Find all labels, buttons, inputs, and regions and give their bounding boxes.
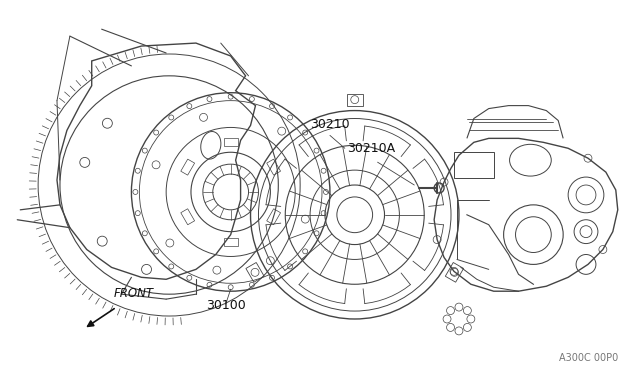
Text: 30210: 30210 [310,118,349,131]
Text: 30210A: 30210A [347,142,395,155]
Text: 30100: 30100 [206,299,246,312]
Text: FRONT: FRONT [113,287,154,300]
Text: A300C 00P0: A300C 00P0 [559,353,618,363]
